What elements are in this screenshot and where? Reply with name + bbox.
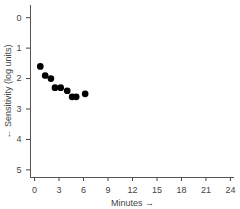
svg-text:← Sensitivity (log units): ← Sensitivity (log units) bbox=[3, 44, 13, 138]
svg-text:9: 9 bbox=[106, 185, 111, 195]
svg-text:18: 18 bbox=[176, 185, 186, 195]
svg-text:3: 3 bbox=[57, 185, 62, 195]
svg-text:1: 1 bbox=[16, 43, 21, 53]
svg-text:21: 21 bbox=[201, 185, 211, 195]
svg-text:5: 5 bbox=[16, 165, 21, 175]
svg-text:0: 0 bbox=[32, 185, 37, 195]
svg-text:3: 3 bbox=[16, 104, 21, 114]
svg-text:6: 6 bbox=[81, 185, 86, 195]
svg-text:12: 12 bbox=[127, 185, 137, 195]
svg-text:15: 15 bbox=[152, 185, 162, 195]
svg-text:Minutes →: Minutes → bbox=[111, 198, 154, 208]
svg-text:24: 24 bbox=[225, 185, 235, 195]
svg-text:4: 4 bbox=[16, 134, 21, 144]
svg-text:0: 0 bbox=[16, 13, 21, 23]
svg-text:2: 2 bbox=[16, 73, 21, 83]
